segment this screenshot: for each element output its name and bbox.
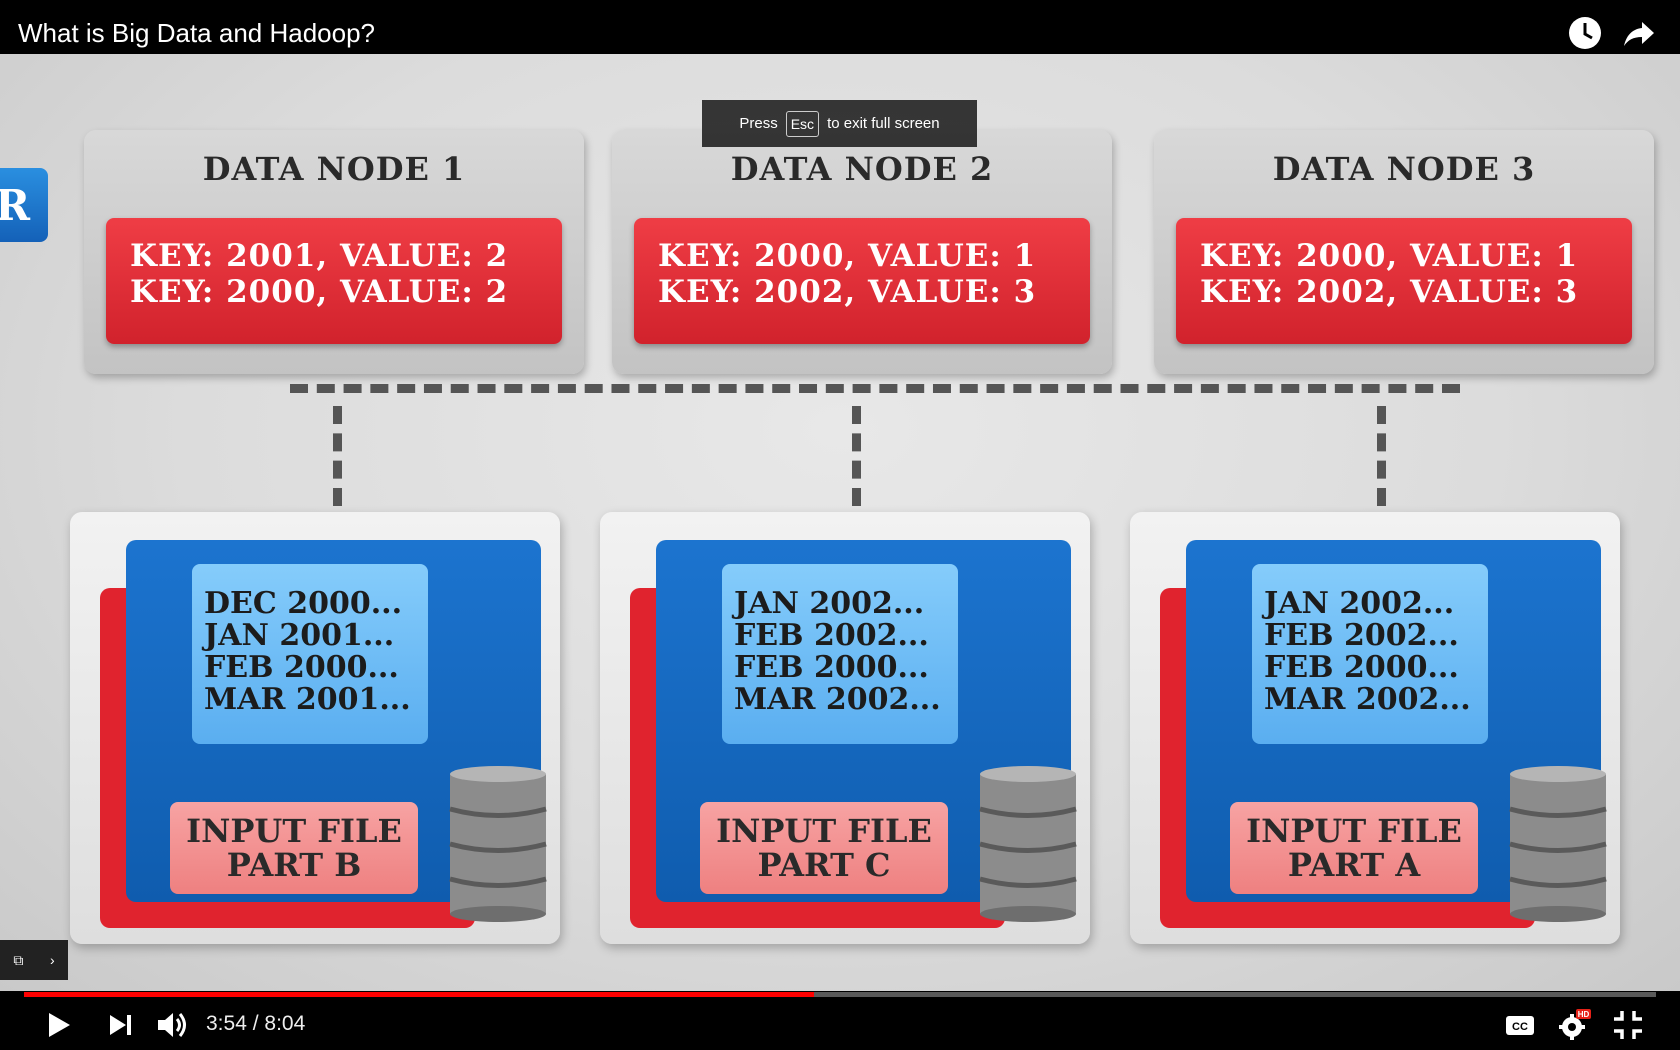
date-record: FEB 2000... (734, 650, 929, 685)
key-value-box: KEY: 2001, VALUE: 2 KEY: 2000, VALUE: 2 (106, 218, 562, 344)
date-records-box: DEC 2000... JAN 2001... FEB 2000... MAR … (192, 564, 428, 744)
date-record: MAR 2002... (1264, 682, 1471, 717)
database-icon (449, 766, 547, 922)
captions-icon[interactable]: CC (1502, 1007, 1538, 1043)
data-node-title: DATA NODE 2 (730, 150, 994, 188)
file-label-line: INPUT FILE (716, 812, 932, 850)
current-time: 3:54 (206, 1012, 247, 1035)
date-records-box: JAN 2002... FEB 2002... FEB 2000... MAR … (1252, 564, 1488, 744)
time-display: 3:54 / 8:04 (206, 1012, 305, 1036)
data-node-card: DATA NODE 2 KEY: 2000, VALUE: 1 KEY: 200… (612, 130, 1112, 374)
key-value-line: KEY: 2000, VALUE: 1 (1200, 238, 1579, 274)
key-value-box: KEY: 2000, VALUE: 1 KEY: 2002, VALUE: 3 (634, 218, 1090, 344)
data-node-title: DATA NODE 3 (1272, 150, 1536, 188)
partial-badge: R (0, 168, 48, 242)
data-node-title: DATA NODE 1 (202, 150, 466, 188)
date-record: FEB 2002... (734, 618, 929, 653)
date-record: JAN 2002... (734, 586, 925, 621)
toast-press: Press (739, 115, 778, 132)
miniplayer-button[interactable]: ⧉ › (0, 940, 68, 980)
clock-icon[interactable] (1566, 14, 1604, 52)
date-record: JAN 2002... (1264, 586, 1455, 621)
input-file-label: INPUT FILE PART A (1230, 802, 1478, 894)
date-record: MAR 2002... (734, 682, 941, 717)
connector-vertical (333, 406, 342, 506)
next-icon[interactable] (102, 1007, 138, 1043)
title-bar: What is Big Data and Hadoop? (0, 0, 1680, 54)
svg-text:CC: CC (1512, 1021, 1528, 1033)
key-value-line: KEY: 2002, VALUE: 3 (658, 274, 1037, 310)
connector-horizontal (290, 384, 1460, 393)
date-record: FEB 2000... (1264, 650, 1459, 685)
key-value-line: KEY: 2002, VALUE: 3 (1200, 274, 1579, 310)
time-separator: / (252, 1012, 259, 1035)
date-record: FEB 2002... (1264, 618, 1459, 653)
key-value-line: KEY: 2000, VALUE: 1 (658, 238, 1037, 274)
video-frame[interactable]: Press Esc to exit full screen R DATA NOD… (0, 54, 1680, 991)
play-icon[interactable] (40, 1007, 76, 1043)
hd-badge: HD (1578, 1010, 1590, 1019)
data-node-card: DATA NODE 1 KEY: 2001, VALUE: 2 KEY: 200… (84, 130, 584, 374)
key-value-box: KEY: 2000, VALUE: 1 KEY: 2002, VALUE: 3 (1176, 218, 1632, 344)
file-label-line: PART C (757, 846, 891, 884)
chevron-right-icon: › (49, 952, 55, 968)
file-label-line: PART A (1287, 846, 1421, 884)
input-file-label: INPUT FILE PART B (170, 802, 418, 894)
exit-fullscreen-icon[interactable] (1610, 1007, 1646, 1043)
date-record: JAN 2001... (204, 618, 395, 653)
connector-vertical (852, 406, 861, 506)
input-file-card: DEC 2000... JAN 2001... FEB 2000... MAR … (70, 512, 560, 944)
file-label-line: INPUT FILE (186, 812, 402, 850)
file-label-line: INPUT FILE (1246, 812, 1462, 850)
file-front-panel: DEC 2000... JAN 2001... FEB 2000... MAR … (126, 540, 541, 902)
connector-vertical (1377, 406, 1386, 506)
video-title[interactable]: What is Big Data and Hadoop? (18, 18, 375, 48)
date-record: FEB 2000... (204, 650, 399, 685)
date-records-box: JAN 2002... FEB 2002... FEB 2000... MAR … (722, 564, 958, 744)
volume-icon[interactable] (154, 1007, 190, 1043)
input-file-label: INPUT FILE PART C (700, 802, 948, 894)
data-node-card: DATA NODE 3 KEY: 2000, VALUE: 1 KEY: 200… (1154, 130, 1654, 374)
settings-icon[interactable]: HD (1556, 1007, 1592, 1043)
player-controls: 3:54 / 8:04 CC HD (0, 997, 1680, 1050)
toast-suffix: to exit full screen (827, 115, 940, 132)
file-front-panel: JAN 2002... FEB 2002... FEB 2000... MAR … (1186, 540, 1601, 902)
progress-played (24, 992, 814, 997)
progress-bar[interactable] (24, 992, 1656, 997)
share-icon[interactable] (1620, 14, 1658, 52)
date-record: DEC 2000... (204, 586, 403, 621)
esc-key: Esc (785, 110, 820, 137)
date-record: MAR 2001... (204, 682, 411, 717)
input-file-card: JAN 2002... FEB 2002... FEB 2000... MAR … (600, 512, 1090, 944)
database-icon (979, 766, 1077, 922)
key-value-line: KEY: 2000, VALUE: 2 (130, 274, 509, 310)
database-icon (1509, 766, 1607, 922)
file-label-line: PART B (226, 846, 362, 884)
duration: 8:04 (264, 1012, 306, 1035)
key-value-line: KEY: 2001, VALUE: 2 (130, 238, 509, 274)
input-file-card: JAN 2002... FEB 2002... FEB 2000... MAR … (1130, 512, 1620, 944)
miniplayer-icon: ⧉ (13, 951, 24, 968)
fullscreen-toast: Press Esc to exit full screen (702, 100, 977, 147)
